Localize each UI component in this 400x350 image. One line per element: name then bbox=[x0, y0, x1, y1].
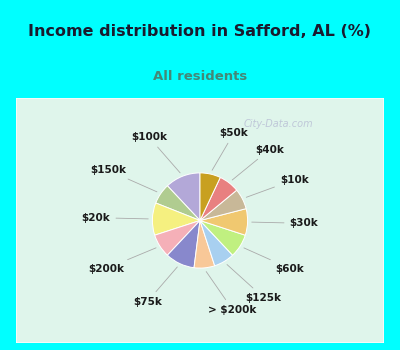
Wedge shape bbox=[200, 209, 248, 235]
FancyBboxPatch shape bbox=[16, 98, 384, 343]
Wedge shape bbox=[200, 177, 237, 220]
Wedge shape bbox=[156, 186, 200, 220]
Wedge shape bbox=[155, 220, 200, 255]
Text: $200k: $200k bbox=[88, 248, 156, 273]
Text: $20k: $20k bbox=[82, 213, 148, 223]
Text: $40k: $40k bbox=[232, 145, 284, 180]
Wedge shape bbox=[200, 190, 246, 220]
Text: $30k: $30k bbox=[252, 218, 318, 228]
Wedge shape bbox=[194, 220, 215, 268]
Wedge shape bbox=[168, 220, 200, 268]
Text: $75k: $75k bbox=[133, 267, 177, 307]
Text: Income distribution in Safford, AL (%): Income distribution in Safford, AL (%) bbox=[28, 24, 372, 39]
Wedge shape bbox=[200, 173, 220, 220]
Text: > $200k: > $200k bbox=[206, 272, 257, 315]
Text: All residents: All residents bbox=[153, 70, 247, 83]
Text: $125k: $125k bbox=[227, 265, 282, 303]
Text: $60k: $60k bbox=[244, 248, 304, 273]
Text: $100k: $100k bbox=[131, 132, 180, 173]
Wedge shape bbox=[200, 220, 245, 255]
Wedge shape bbox=[168, 173, 200, 220]
Wedge shape bbox=[200, 220, 232, 266]
Text: $150k: $150k bbox=[90, 165, 157, 192]
Text: City-Data.com: City-Data.com bbox=[244, 119, 313, 130]
Text: $50k: $50k bbox=[212, 128, 248, 170]
Wedge shape bbox=[152, 203, 200, 235]
Text: $10k: $10k bbox=[246, 175, 308, 197]
